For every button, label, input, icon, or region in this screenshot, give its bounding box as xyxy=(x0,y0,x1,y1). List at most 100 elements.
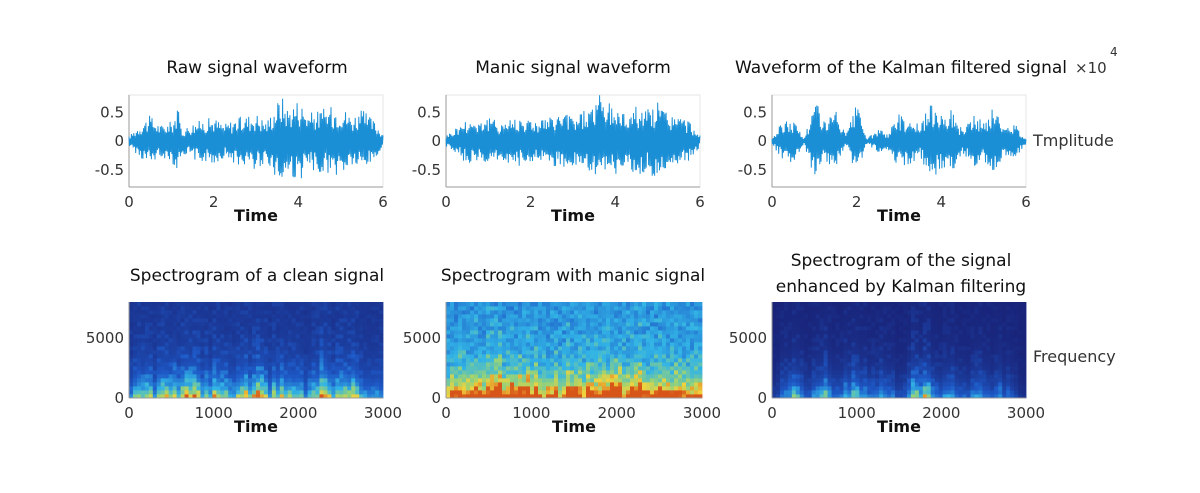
spectrogram-cell-spec_clean xyxy=(160,374,166,379)
spectrogram-cell-spec_kalman xyxy=(938,310,944,315)
spectrogram-cell-spec_manic xyxy=(454,386,459,391)
spectrogram-cell-spec_kalman xyxy=(795,322,801,327)
spectrogram-cell-spec_kalman xyxy=(791,342,797,347)
spectrogram-cell-spec_clean xyxy=(156,386,162,391)
spectrogram-cell-spec_manic xyxy=(510,330,515,335)
spectrogram-cell-spec_kalman xyxy=(799,362,805,367)
spectrogram-cell-spec_clean xyxy=(244,310,249,315)
spectrogram-cell-spec_manic xyxy=(678,342,683,347)
spectrogram-cell-spec_clean xyxy=(287,334,293,339)
spectrogram-cell-spec_kalman xyxy=(926,350,932,355)
spectrogram-cell-spec_manic xyxy=(606,362,611,367)
spectrogram-cell-spec_manic xyxy=(662,354,667,359)
spectrogram-cell-spec_clean xyxy=(319,318,324,323)
spectrogram-cell-spec_clean xyxy=(228,350,233,355)
spectrogram-cell-spec_manic xyxy=(594,370,599,375)
spectrogram-cell-spec_manic xyxy=(506,334,511,339)
spectrogram-cell-spec_kalman xyxy=(835,362,840,367)
spectrogram-cell-spec_clean xyxy=(295,346,301,351)
spectrogram-cell-spec_clean xyxy=(216,346,221,351)
spectrogram-cell-spec_manic xyxy=(526,386,531,391)
spectrogram-cell-spec_manic xyxy=(606,366,611,371)
spectrogram-cell-spec_kalman xyxy=(823,350,828,355)
spectrogram-cell-spec_kalman xyxy=(902,394,908,399)
spectrogram-cell-spec_kalman xyxy=(1022,378,1027,383)
spectrogram-cell-spec_clean xyxy=(184,322,189,327)
spectrogram-cell-spec_manic xyxy=(466,354,471,359)
spectrogram-cell-spec_kalman xyxy=(914,310,920,315)
spectrogram-cell-spec_kalman xyxy=(831,338,836,343)
spectrogram-cell-spec_kalman xyxy=(990,390,995,395)
spectrogram-cell-spec_clean xyxy=(200,374,205,379)
spectrogram-cell-spec_kalman xyxy=(966,330,971,335)
spectrogram-cell-spec_manic xyxy=(458,306,463,311)
spectrogram-cell-spec_manic xyxy=(478,334,483,339)
spectrogram-cell-spec_clean xyxy=(129,382,134,387)
spectrogram-cell-spec_kalman xyxy=(990,338,995,343)
spectrogram-cell-spec_clean xyxy=(172,322,178,327)
spectrogram-cell-spec_clean xyxy=(136,358,142,363)
spectrogram-cell-spec_clean xyxy=(279,326,285,331)
spectrogram-cell-spec_manic xyxy=(450,314,455,319)
y-tick-label-kalman-1: 0 xyxy=(757,132,767,150)
spectrogram-cell-spec_manic xyxy=(630,358,635,363)
spectrogram-cell-spec_manic xyxy=(462,326,467,331)
spectrogram-cell-spec_clean xyxy=(379,346,384,351)
spectrogram-cell-spec_clean xyxy=(184,378,189,383)
spectrogram-cell-spec_manic xyxy=(578,306,583,311)
spectrogram-cell-spec_clean xyxy=(240,346,245,351)
spectrogram-cell-spec_clean xyxy=(279,322,285,327)
spectrogram-cell-spec_manic xyxy=(598,318,603,323)
spectrogram-cell-spec_clean xyxy=(192,330,197,335)
spectrogram-cell-spec_kalman xyxy=(962,378,967,383)
spectrogram-cell-spec_kalman xyxy=(934,358,940,363)
spectrogram-cell-spec_clean xyxy=(331,314,336,319)
spectrogram-cell-spec_manic xyxy=(606,386,611,391)
spectrogram-cell-spec_kalman xyxy=(815,322,821,327)
spectrogram-cell-spec_kalman xyxy=(807,310,813,315)
spectrogram-cell-spec_manic xyxy=(626,362,631,367)
spectrogram-cell-spec_clean xyxy=(379,310,384,315)
spectrogram-cell-spec_kalman xyxy=(934,378,940,383)
spectrogram-cell-spec_clean xyxy=(228,322,233,327)
spectrogram-cell-spec_clean xyxy=(351,358,356,363)
spectrogram-cell-spec_manic xyxy=(598,322,603,327)
spectrogram-cell-spec_manic xyxy=(598,386,603,391)
spectrogram-cell-spec_clean xyxy=(287,350,293,355)
spectrogram-cell-spec_clean xyxy=(236,310,241,315)
spectrogram-cell-spec_manic xyxy=(450,302,455,307)
spectrogram-cell-spec_clean xyxy=(367,322,372,327)
spectrogram-cell-spec_clean xyxy=(363,386,368,391)
spectrogram-cell-spec_kalman xyxy=(946,374,951,379)
spectrogram-cell-spec_kalman xyxy=(859,342,864,347)
spectrogram-cell-spec_clean xyxy=(295,322,301,327)
spectrogram-cell-spec_clean xyxy=(367,374,372,379)
spectrogram-cell-spec_manic xyxy=(486,314,491,319)
spectrogram-cell-spec_clean xyxy=(371,342,376,347)
spectrogram-cell-spec_manic xyxy=(490,394,495,399)
spectrogram-cell-spec_kalman xyxy=(986,350,991,355)
spectrogram-cell-spec_clean xyxy=(164,314,170,319)
spectrogram-cell-spec_manic xyxy=(562,318,567,323)
spectrogram-cell-spec_kalman xyxy=(1002,366,1007,371)
spectrogram-cell-spec_manic xyxy=(490,370,495,375)
spectrogram-cell-spec_manic xyxy=(678,358,683,363)
spectrogram-cell-spec_kalman xyxy=(891,390,896,395)
spectrogram-cell-spec_manic xyxy=(690,390,695,395)
spectrogram-cell-spec_kalman xyxy=(783,346,789,351)
spectrogram-cell-spec_clean xyxy=(275,342,281,347)
spectrogram-cell-spec_clean xyxy=(311,334,316,339)
spectrogram-cell-spec_manic xyxy=(514,342,519,347)
spectrogram-cell-spec_manic xyxy=(618,370,623,375)
spectrogram-cell-spec_manic xyxy=(458,374,463,379)
spectrogram-cell-spec_manic xyxy=(642,334,647,339)
spectrogram-cell-spec_clean xyxy=(267,374,273,379)
spectrogram-cell-spec_clean xyxy=(228,310,233,315)
spectrogram-cell-spec_manic xyxy=(542,390,547,395)
spectrogram-cell-spec_kalman xyxy=(867,326,872,331)
spectrogram-cell-spec_manic xyxy=(530,358,535,363)
spectrogram-cell-spec_kalman xyxy=(831,310,836,315)
spectrogram-cell-spec_kalman xyxy=(998,346,1003,351)
spectrogram-cell-spec_manic xyxy=(514,326,519,331)
spectrogram-cell-spec_kalman xyxy=(942,374,948,379)
